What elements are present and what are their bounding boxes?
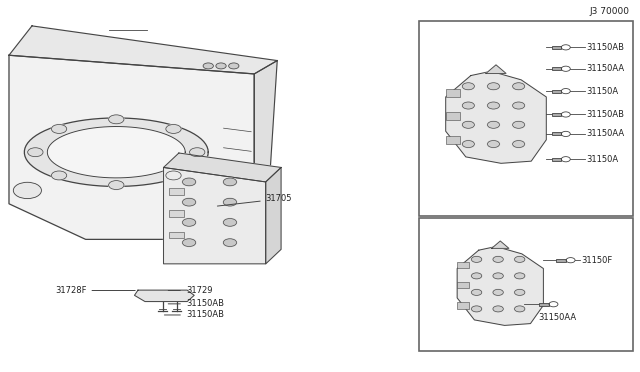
Text: 31150AB: 31150AB <box>168 299 224 308</box>
Circle shape <box>223 198 237 206</box>
Circle shape <box>216 63 226 69</box>
Circle shape <box>493 289 503 295</box>
Circle shape <box>515 289 525 295</box>
Circle shape <box>13 182 42 199</box>
Bar <box>169 188 184 195</box>
Circle shape <box>515 256 525 262</box>
Text: 31705: 31705 <box>218 195 292 206</box>
Bar <box>419 21 633 216</box>
Polygon shape <box>9 55 254 239</box>
Bar <box>457 302 469 308</box>
Circle shape <box>189 148 205 157</box>
Circle shape <box>513 83 525 90</box>
Circle shape <box>173 211 196 224</box>
Polygon shape <box>47 126 185 178</box>
Bar <box>552 90 561 93</box>
Circle shape <box>109 181 124 189</box>
Circle shape <box>513 102 525 109</box>
Circle shape <box>462 102 474 109</box>
Circle shape <box>472 306 482 312</box>
Circle shape <box>513 121 525 128</box>
Text: 31150AA: 31150AA <box>539 314 577 323</box>
Text: 31150F: 31150F <box>582 256 613 265</box>
Circle shape <box>166 171 181 180</box>
Circle shape <box>462 141 474 148</box>
Circle shape <box>182 198 196 206</box>
Circle shape <box>203 63 213 69</box>
Polygon shape <box>134 290 194 302</box>
Circle shape <box>462 121 474 128</box>
Circle shape <box>223 178 237 186</box>
Bar <box>457 282 469 288</box>
Text: 31729: 31729 <box>168 286 212 295</box>
Circle shape <box>472 256 482 262</box>
Text: 31150AA: 31150AA <box>586 129 624 138</box>
Text: J3 70000: J3 70000 <box>589 7 630 16</box>
Polygon shape <box>164 153 281 182</box>
Bar <box>552 158 561 161</box>
Circle shape <box>488 121 500 128</box>
Text: 31150AA: 31150AA <box>586 64 624 73</box>
Circle shape <box>515 273 525 279</box>
Bar <box>169 210 184 217</box>
Bar <box>556 259 566 262</box>
Circle shape <box>462 83 474 90</box>
Circle shape <box>488 141 500 148</box>
Text: 31150AB: 31150AB <box>586 43 624 52</box>
Circle shape <box>488 102 500 109</box>
Polygon shape <box>457 247 543 326</box>
Bar <box>457 262 469 268</box>
Text: 31150AB: 31150AB <box>164 311 224 320</box>
Circle shape <box>51 125 67 134</box>
Polygon shape <box>164 167 266 264</box>
Circle shape <box>513 141 525 148</box>
Bar <box>445 136 460 144</box>
Circle shape <box>228 63 239 69</box>
Circle shape <box>493 273 503 279</box>
Circle shape <box>182 218 196 226</box>
Circle shape <box>166 125 181 134</box>
Polygon shape <box>254 61 277 222</box>
Bar <box>552 132 561 135</box>
Circle shape <box>493 306 503 312</box>
Text: 31728F: 31728F <box>55 286 135 295</box>
Bar <box>445 89 460 96</box>
Polygon shape <box>445 71 547 163</box>
Circle shape <box>493 256 503 262</box>
Circle shape <box>488 83 500 90</box>
Circle shape <box>28 148 43 157</box>
Bar <box>539 303 549 306</box>
Polygon shape <box>9 26 277 74</box>
Bar <box>445 112 460 120</box>
Circle shape <box>472 273 482 279</box>
Polygon shape <box>492 241 509 248</box>
Circle shape <box>182 178 196 186</box>
Polygon shape <box>24 118 208 186</box>
Bar <box>552 113 561 116</box>
Text: 31150A: 31150A <box>586 155 618 164</box>
Bar <box>552 46 561 49</box>
Circle shape <box>515 306 525 312</box>
Circle shape <box>223 218 237 226</box>
Circle shape <box>109 115 124 124</box>
Text: 31150A: 31150A <box>586 87 618 96</box>
Bar <box>419 218 633 351</box>
Bar <box>169 231 184 238</box>
Circle shape <box>182 239 196 247</box>
Polygon shape <box>486 65 506 73</box>
Circle shape <box>472 289 482 295</box>
Bar <box>552 67 561 70</box>
Polygon shape <box>266 167 281 264</box>
Circle shape <box>223 239 237 247</box>
Circle shape <box>51 171 67 180</box>
Text: 31150AB: 31150AB <box>586 110 624 119</box>
